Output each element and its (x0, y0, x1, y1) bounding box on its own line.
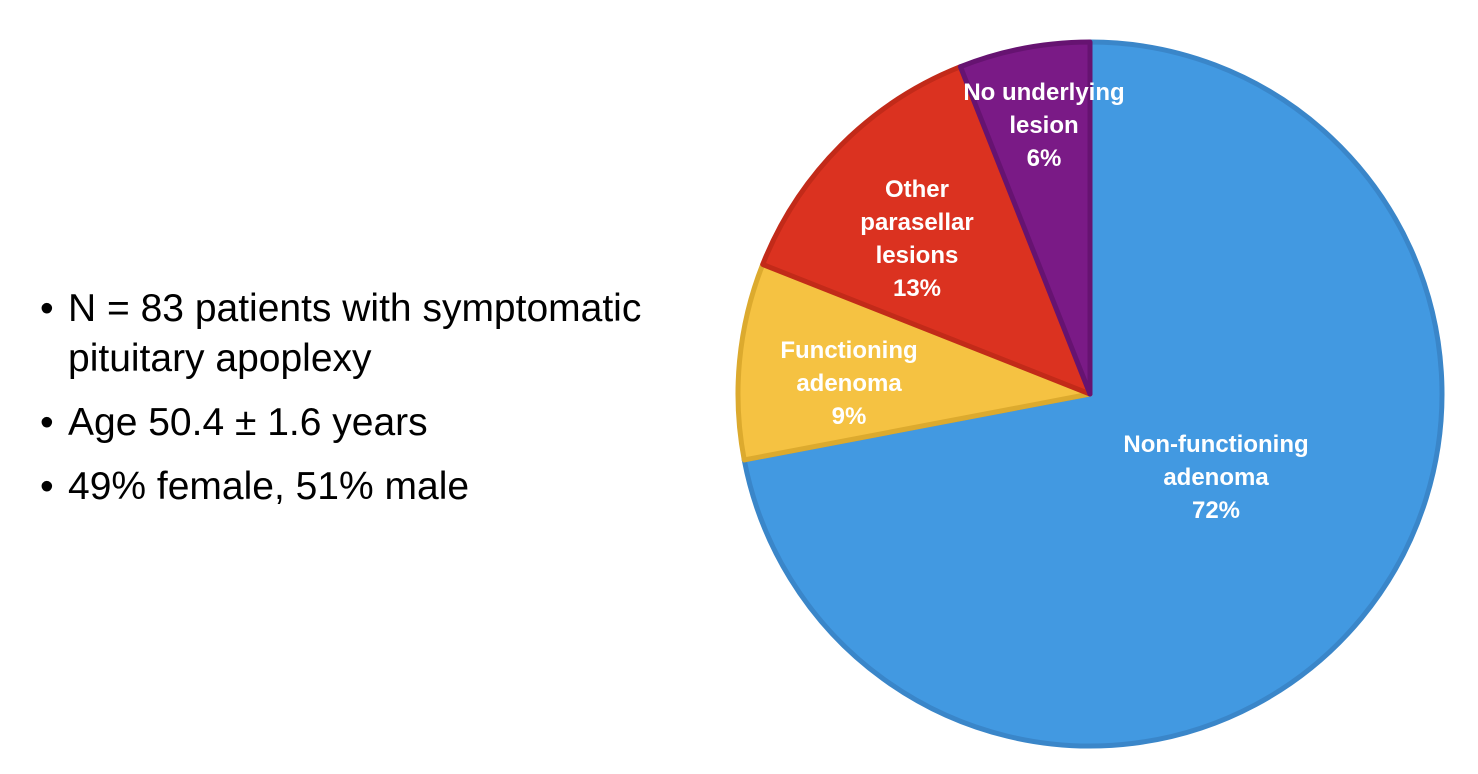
slice-label-no-underlying-lesion: No underlying lesion 6% (963, 79, 1124, 172)
pie-slice-no-underlying-lesion (957, 39, 1093, 397)
slice-label-line: parasellar (860, 209, 973, 236)
slice-label-line: 72% (1192, 497, 1240, 524)
slice-label-line: lesions (876, 242, 959, 269)
slice-label-line: No underlying (963, 79, 1124, 106)
slice-label-line: 9% (832, 403, 867, 430)
slice-label-functioning-adenoma: Functioning adenoma 9% (780, 337, 917, 430)
slice-label-non-functioning-adenoma: Non-functioning adenoma 72% (1123, 431, 1308, 524)
pie-slice-other-parasellar-lesions (760, 64, 1093, 397)
slice-label-line: Functioning (780, 337, 917, 364)
bullet-list: N = 83 patients with symptomatic pituita… (40, 284, 720, 526)
slice-label-line: 13% (893, 275, 941, 302)
slice-label-line: Other (885, 176, 949, 203)
slice-label-other-parasellar-lesions: Other parasellar lesions 13% (860, 176, 973, 302)
slice-label-line: Non-functioning (1123, 431, 1308, 458)
bullet-item-patients: N = 83 patients with symptomatic pituita… (40, 284, 720, 384)
bullet-item-age: Age 50.4 ± 1.6 years (40, 398, 720, 448)
pie-slice-non-functioning-adenoma (741, 39, 1445, 749)
pie-slice-functioning-adenoma (735, 261, 1093, 463)
slice-label-line: adenoma (796, 370, 902, 397)
bullet-item-sex: 49% female, 51% male (40, 462, 720, 512)
pie-labels: Non-functioning adenoma 72% Functioning aden… (780, 79, 1308, 524)
slice-label-line: lesion (1009, 112, 1078, 139)
pie-slices (735, 39, 1445, 749)
slice-label-line: adenoma (1163, 464, 1269, 491)
slice-label-line: 6% (1027, 145, 1062, 172)
